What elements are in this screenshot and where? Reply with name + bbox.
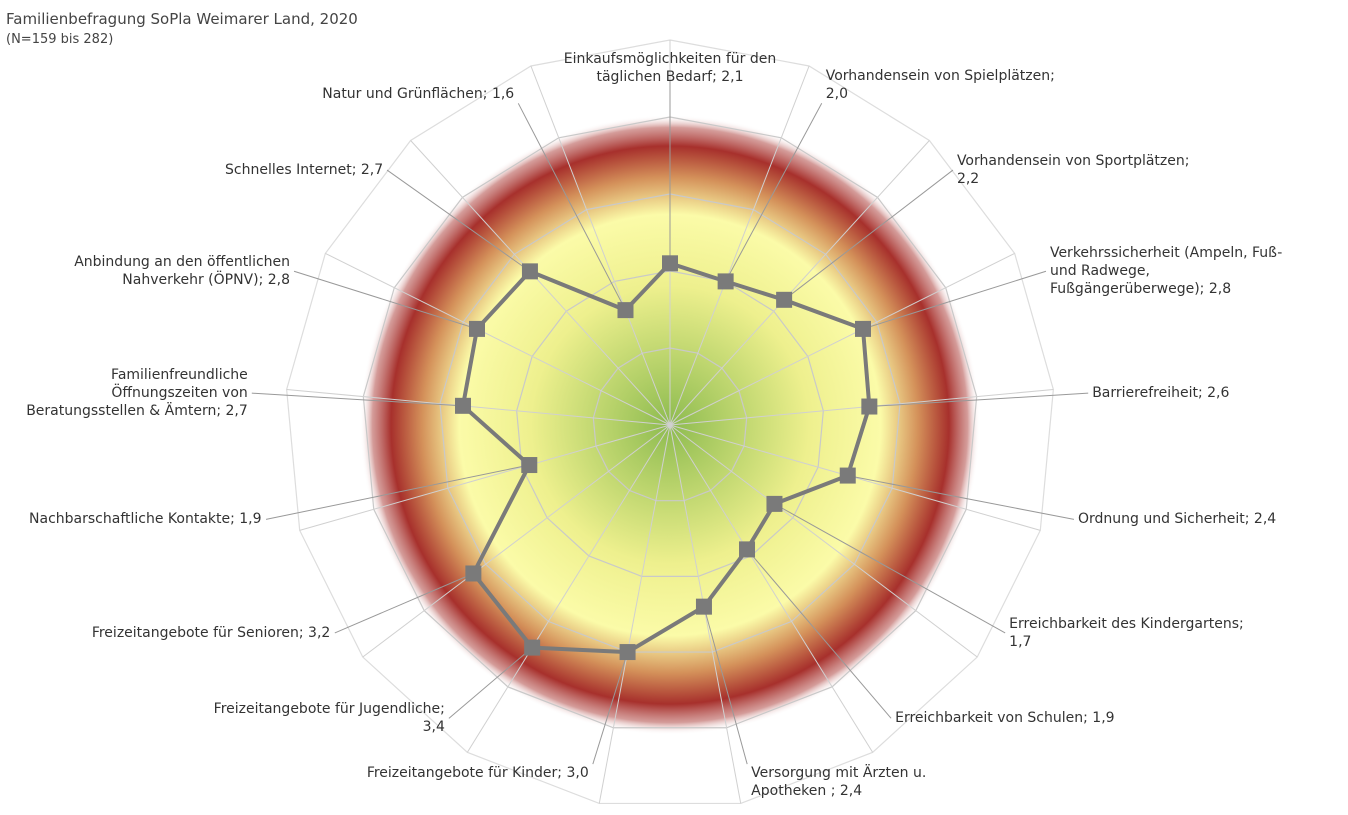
marker xyxy=(469,320,486,337)
category-label: Erreichbarkeit des Kindergartens; 1,7 xyxy=(1009,615,1244,650)
marker xyxy=(524,639,541,656)
axis-spoke xyxy=(299,424,671,531)
category-label: Freizeitangebote für Jugendliche; 3,4 xyxy=(213,701,445,736)
marker xyxy=(776,291,793,308)
leader-line xyxy=(869,392,1089,408)
axis-spoke xyxy=(362,424,671,658)
axis-spoke xyxy=(669,140,930,426)
category-label: Ordnung und Sicherheit; 2,4 xyxy=(1077,511,1277,528)
leader-line xyxy=(703,606,748,765)
marker xyxy=(717,273,734,290)
axis-spoke xyxy=(669,65,810,426)
leader-line xyxy=(386,169,531,272)
leader-line xyxy=(862,270,1047,330)
axis-spoke xyxy=(530,65,671,426)
category-label: Einkaufsmöglichkeiten für den täglichen … xyxy=(563,51,777,85)
category-label: Anbindung an den öffentlichen Nahverkehr… xyxy=(74,254,291,289)
axis-spoke xyxy=(325,252,671,426)
leader-line xyxy=(774,503,1006,634)
series-line xyxy=(460,261,872,655)
category-label: Familienfreundliche Öffnungszeiten von B… xyxy=(26,367,248,420)
marker xyxy=(521,263,538,280)
axis-spoke xyxy=(466,424,671,753)
category-label: Vorhandensein von Sportplätzen; 2,2 xyxy=(956,153,1190,188)
leader-line xyxy=(334,573,474,634)
category-label: Natur und Grünflächen; 1,6 xyxy=(322,86,515,103)
leader-line xyxy=(847,475,1075,520)
axis-spoke xyxy=(669,424,874,753)
grid-ring xyxy=(516,270,824,577)
leader-line xyxy=(725,103,823,282)
grid-ring xyxy=(286,39,1054,805)
marker xyxy=(521,457,538,474)
marker xyxy=(695,598,712,615)
axis-spoke xyxy=(669,424,978,658)
grid-ring xyxy=(439,193,901,653)
axis-spoke xyxy=(410,140,671,426)
grid-ring xyxy=(362,116,978,729)
marker xyxy=(619,644,636,661)
grid-ring xyxy=(592,347,748,502)
category-label: Nachbarschaftliche Kontakte; 1,9 xyxy=(29,511,262,528)
marker xyxy=(839,467,856,484)
leader-line xyxy=(293,270,478,330)
marker xyxy=(617,302,634,319)
marker xyxy=(465,565,482,582)
category-label: Barrierefreiheit; 2,6 xyxy=(1092,385,1230,402)
axis-spoke xyxy=(286,388,671,426)
marker xyxy=(662,255,678,272)
category-label: Versorgung mit Ärzten u. Apotheken ; 2,4 xyxy=(751,765,927,800)
axis-spoke xyxy=(669,252,1015,426)
marker xyxy=(454,397,471,414)
category-label: Freizeitangebote für Senioren; 3,2 xyxy=(91,624,331,641)
note: (N=159 bis 282) xyxy=(6,32,114,47)
leader-line xyxy=(746,549,892,719)
category-label: Freizeitangebote für Kinder; 3,0 xyxy=(366,765,589,782)
marker xyxy=(739,541,756,558)
leader-line xyxy=(517,103,626,311)
marker xyxy=(854,320,871,337)
category-label: Erreichbarkeit von Schulen; 1,9 xyxy=(895,710,1115,727)
leader-line xyxy=(592,651,629,765)
category-label: Verkehrssicherheit (Ampeln, Fuß- und Rad… xyxy=(1049,245,1283,298)
leader-line xyxy=(265,464,530,520)
axis-spoke xyxy=(598,424,671,804)
category-label: Vorhandensein von Spielplätzen; 2,0 xyxy=(825,68,1055,103)
marker xyxy=(861,398,878,415)
category-label: Schnelles Internet; 2,7 xyxy=(225,162,384,179)
marker xyxy=(766,495,783,512)
leader-line xyxy=(448,647,533,719)
leader-line xyxy=(783,169,954,301)
leader-line xyxy=(251,392,464,407)
subtitle: Familienbefragung SoPla Weimarer Land, 2… xyxy=(6,10,358,28)
